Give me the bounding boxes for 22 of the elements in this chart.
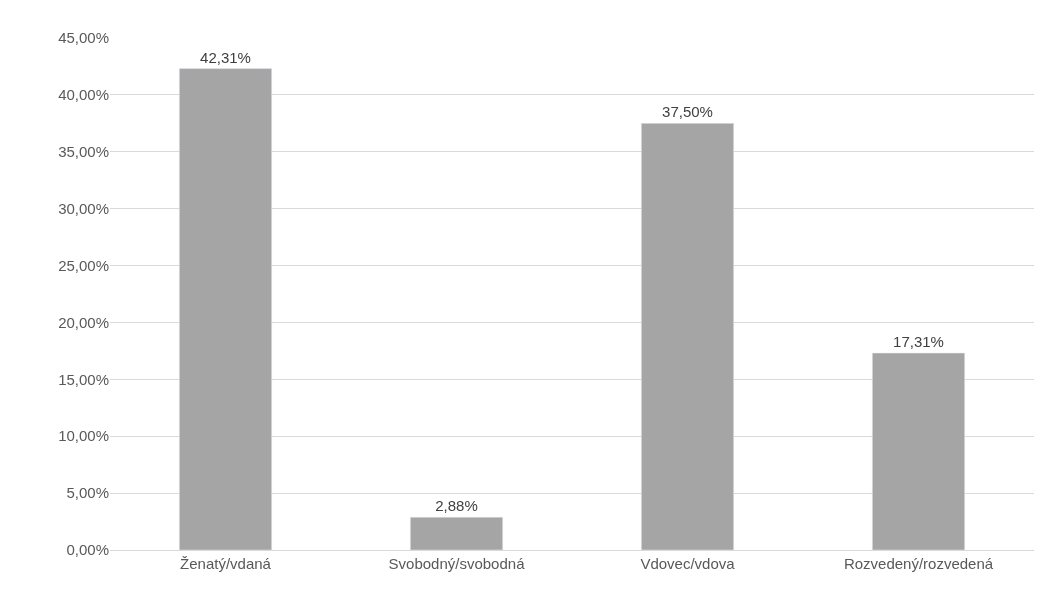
bar	[410, 516, 503, 550]
y-tick-label: 5,00%	[66, 484, 109, 502]
y-tick-label: 40,00%	[58, 86, 109, 104]
y-tick-label: 10,00%	[58, 427, 109, 445]
y-tick-label: 25,00%	[58, 256, 109, 274]
x-tick-label: Rozvedený/rozvedená	[843, 555, 994, 572]
y-tick-label: 35,00%	[58, 143, 109, 161]
data-label: 2,88%	[435, 497, 478, 515]
bar	[641, 123, 734, 550]
bar	[872, 352, 965, 550]
data-label: 37,50%	[662, 103, 713, 121]
y-tick-label: 20,00%	[58, 313, 109, 331]
x-tick-label: Vdovec/vdova	[640, 555, 736, 572]
data-label: 17,31%	[893, 333, 944, 351]
y-tick-label: 45,00%	[58, 29, 109, 47]
y-tick-label: 30,00%	[58, 199, 109, 217]
x-tick-label: Svobodný/svobodná	[388, 555, 526, 572]
bar	[179, 68, 272, 550]
y-tick-label: 0,00%	[66, 541, 109, 559]
y-tick-label: 15,00%	[58, 370, 109, 388]
data-label: 42,31%	[200, 48, 251, 66]
x-tick-label: Ženatý/vdaná	[180, 555, 272, 572]
